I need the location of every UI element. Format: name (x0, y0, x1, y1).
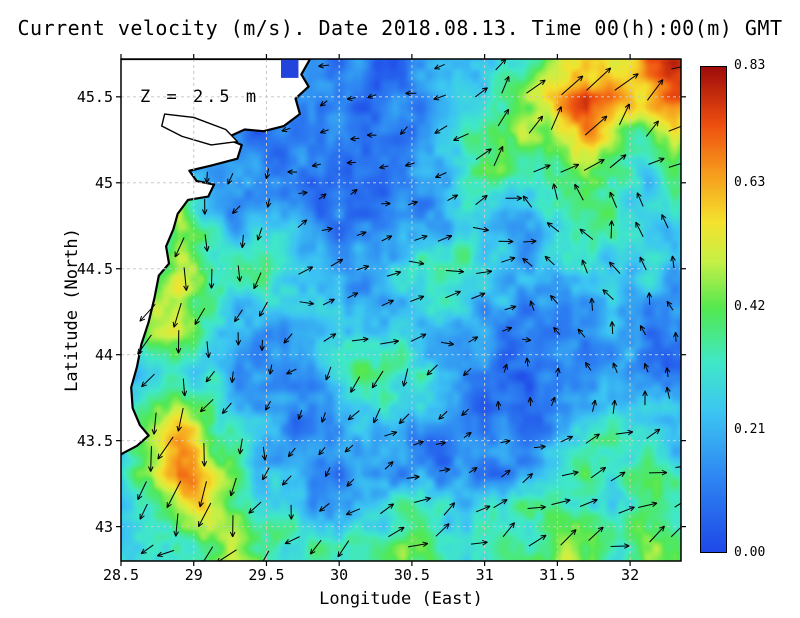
depth-annotation: Z = 2.5 m (140, 87, 260, 107)
x-tick-label: 29 (184, 566, 203, 584)
x-tick-label: 30.5 (393, 566, 430, 584)
colorbar (700, 66, 727, 553)
colorbar-tick-label: 0.42 (734, 298, 766, 314)
x-tick-label: 31 (475, 566, 494, 584)
x-axis-label: Longitude (East) (319, 589, 483, 609)
y-tick-label: 43 (94, 517, 113, 536)
y-axis-label: Latitude (North) (62, 228, 82, 392)
y-tick-label: 43.5 (76, 431, 113, 450)
map-canvas (113, 51, 689, 569)
chart-title: Current velocity (m/s). Date 2018.08.13.… (17, 16, 783, 40)
x-tick-label: 29.5 (248, 566, 285, 584)
colorbar-tick-label: 0.83 (734, 58, 766, 73)
colorbar-tick-label: 0.00 (734, 545, 766, 560)
y-tick-label: 44.5 (76, 259, 113, 278)
x-tick-label: 32 (621, 566, 640, 584)
x-tick-label: 28.5 (102, 566, 140, 584)
y-tick-label: 44 (94, 345, 113, 364)
colorbar-tick-label: 0.21 (734, 421, 766, 437)
y-tick-label: 45 (94, 173, 113, 192)
x-tick-label: 30 (330, 566, 349, 584)
y-tick-label: 45.5 (76, 87, 113, 106)
x-tick-label: 31.5 (539, 566, 576, 584)
colorbar-tick-label: 0.63 (734, 175, 766, 191)
